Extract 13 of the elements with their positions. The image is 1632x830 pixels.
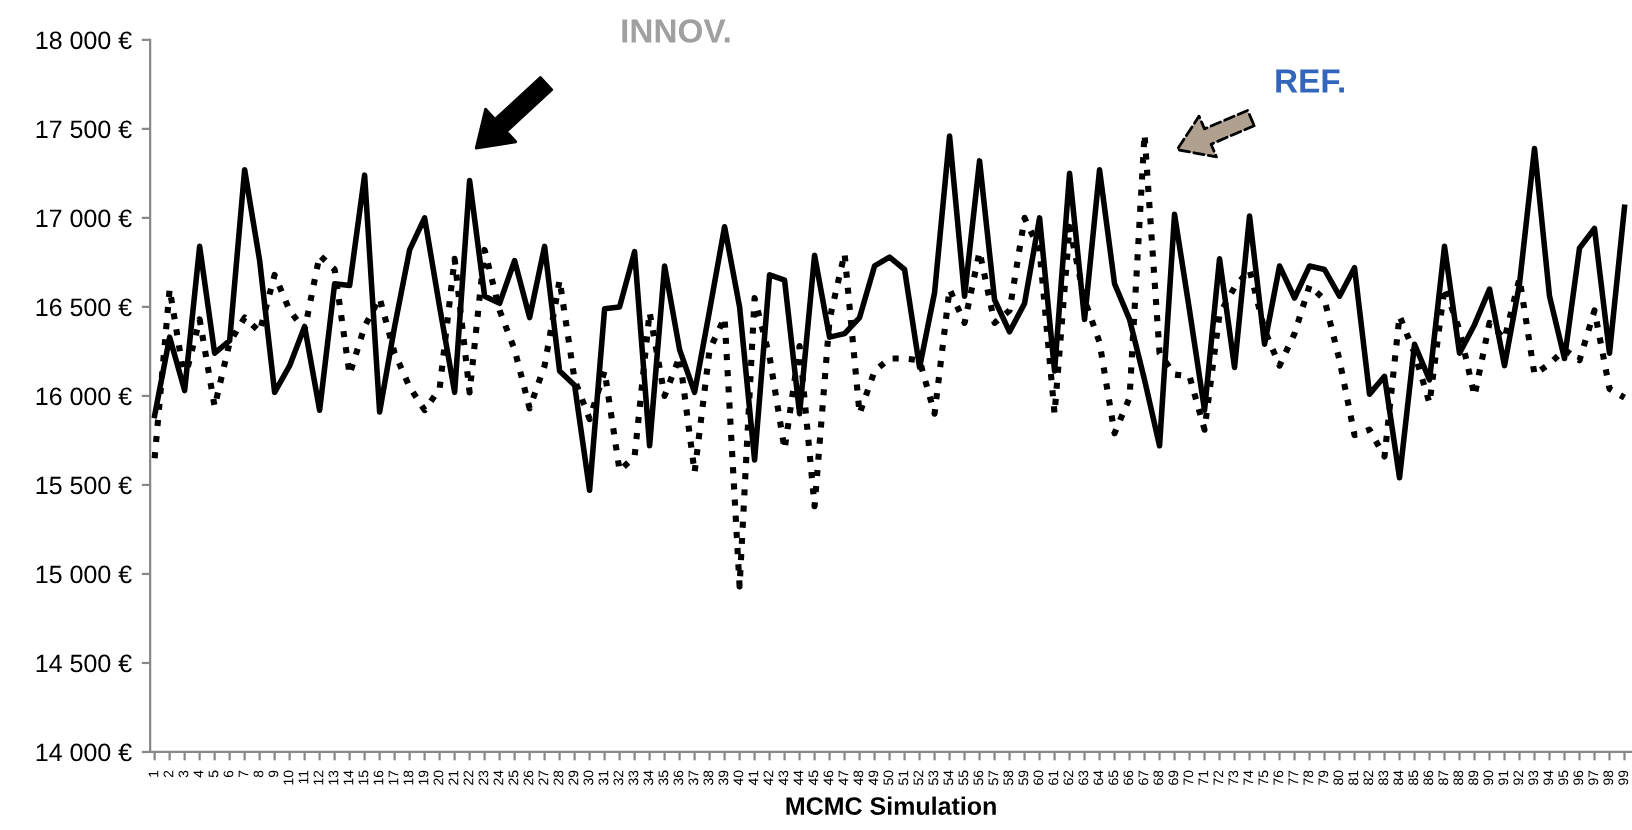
y-tick-label: 16 500 € <box>36 298 132 317</box>
x-axis-title: MCMC Simulation <box>786 796 996 815</box>
y-tick-label: 16 000 € <box>36 387 132 406</box>
line-series <box>151 131 1628 590</box>
y-tick-label: 18 000 € <box>36 31 132 50</box>
y-tick-label: 17 000 € <box>36 209 132 228</box>
y-tick-label: 15 000 € <box>36 565 132 584</box>
y-tick-label: 14 000 € <box>36 743 132 762</box>
y-tick-label: 17 500 € <box>36 120 132 139</box>
y-tick-label: 15 500 € <box>36 476 132 495</box>
annotation: INNOV. <box>622 19 730 43</box>
annotation: REF. <box>1276 69 1344 93</box>
y-tick-label: 14 500 € <box>36 654 132 673</box>
